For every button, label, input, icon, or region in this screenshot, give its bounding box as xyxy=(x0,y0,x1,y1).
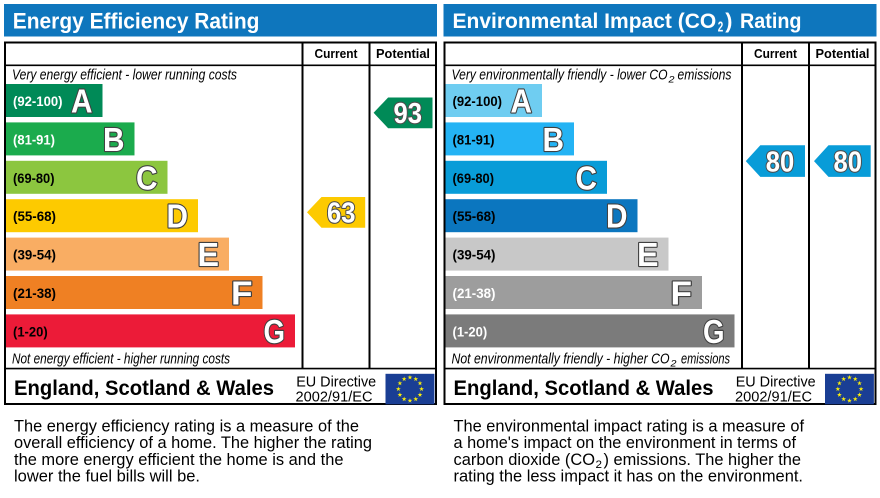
svg-text:G: G xyxy=(703,313,725,350)
svg-text:emissions: emissions xyxy=(681,351,730,368)
svg-text:2: 2 xyxy=(667,75,675,86)
svg-text:Current: Current xyxy=(754,47,798,61)
svg-text:EU Directive: EU Directive xyxy=(296,375,376,391)
svg-text:2: 2 xyxy=(669,359,677,370)
svg-text:Very energy efficient - lower: Very energy efficient - lower running co… xyxy=(12,67,237,84)
svg-text:A: A xyxy=(71,83,93,120)
svg-text:A: A xyxy=(511,83,533,120)
svg-text:Not environmentally friendly -: Not environmentally friendly - higher CO xyxy=(452,351,670,368)
svg-text:The environmental impact ratin: The environmental impact rating is a mea… xyxy=(454,418,805,436)
svg-text:D: D xyxy=(167,198,189,235)
svg-text:Very environmentally friendly: Very environmentally friendly - lower CO xyxy=(452,67,668,84)
svg-text:(55-68): (55-68) xyxy=(13,208,56,224)
svg-text:(1-20): (1-20) xyxy=(13,323,48,339)
svg-text:E: E xyxy=(198,236,220,273)
svg-text:80: 80 xyxy=(833,146,862,178)
svg-text:2002/91/EC: 2002/91/EC xyxy=(735,389,812,405)
svg-text:(1-20): (1-20) xyxy=(453,323,488,339)
svg-text:Current: Current xyxy=(315,47,359,61)
svg-text:(21-38): (21-38) xyxy=(453,285,496,301)
svg-text:D: D xyxy=(606,198,628,235)
svg-text:2002/91/EC: 2002/91/EC xyxy=(296,389,373,405)
svg-text:(92-100): (92-100) xyxy=(13,93,63,109)
svg-text:F: F xyxy=(671,275,693,312)
svg-text:Rating: Rating xyxy=(740,9,802,33)
svg-text:B: B xyxy=(543,121,565,158)
svg-text:EU Directive: EU Directive xyxy=(736,375,816,391)
svg-text:C: C xyxy=(136,159,158,196)
svg-text:carbon dioxide (CO: carbon dioxide (CO xyxy=(454,451,596,469)
svg-text:B: B xyxy=(103,121,125,158)
svg-text:Environmental Impact (CO: Environmental Impact (CO xyxy=(453,9,717,33)
svg-text:Potential: Potential xyxy=(376,47,430,61)
svg-text:2: 2 xyxy=(718,20,724,36)
svg-text:The energy efficiency rating i: The energy efficiency rating is a measur… xyxy=(14,418,359,436)
svg-text:(21-38): (21-38) xyxy=(13,285,56,301)
svg-text:lower the fuel bills will be.: lower the fuel bills will be. xyxy=(14,467,200,485)
svg-text:Not energy efficient - higher: Not energy efficient - higher running co… xyxy=(12,351,230,368)
svg-text:2: 2 xyxy=(596,459,603,471)
svg-text:the more energy efficient the: the more energy efficient the home is an… xyxy=(14,451,344,469)
svg-text:E: E xyxy=(637,236,659,273)
svg-text:rating the less impact it has: rating the less impact it has on the env… xyxy=(454,467,804,485)
svg-text:(81-91): (81-91) xyxy=(453,131,495,147)
svg-text:Energy Efficiency Rating: Energy Efficiency Rating xyxy=(13,8,260,33)
svg-text:(92-100): (92-100) xyxy=(453,93,503,109)
svg-text:(81-91): (81-91) xyxy=(13,131,55,147)
svg-text:63: 63 xyxy=(327,198,356,230)
svg-text:emissions: emissions xyxy=(678,67,732,84)
svg-text:G: G xyxy=(264,313,286,350)
svg-text:80: 80 xyxy=(766,146,795,178)
svg-text:Potential: Potential xyxy=(816,47,870,61)
svg-text:overall efficiency of a home.: overall efficiency of a home. The higher… xyxy=(14,434,372,452)
svg-text:England, Scotland & Wales: England, Scotland & Wales xyxy=(14,376,274,400)
svg-text:(55-68): (55-68) xyxy=(453,208,496,224)
svg-text:(69-80): (69-80) xyxy=(453,170,495,186)
svg-text:a home's impact on the environ: a home's impact on the environment in te… xyxy=(454,434,797,452)
svg-text:(69-80): (69-80) xyxy=(13,170,55,186)
svg-text:England, Scotland & Wales: England, Scotland & Wales xyxy=(454,376,714,400)
svg-text:): ) xyxy=(725,9,732,33)
svg-text:F: F xyxy=(231,275,253,312)
svg-text:C: C xyxy=(576,159,598,196)
svg-text:) emissions. The higher the: ) emissions. The higher the xyxy=(604,451,802,469)
svg-text:93: 93 xyxy=(394,98,423,130)
svg-text:(39-54): (39-54) xyxy=(453,247,496,263)
svg-text:(39-54): (39-54) xyxy=(13,247,56,263)
